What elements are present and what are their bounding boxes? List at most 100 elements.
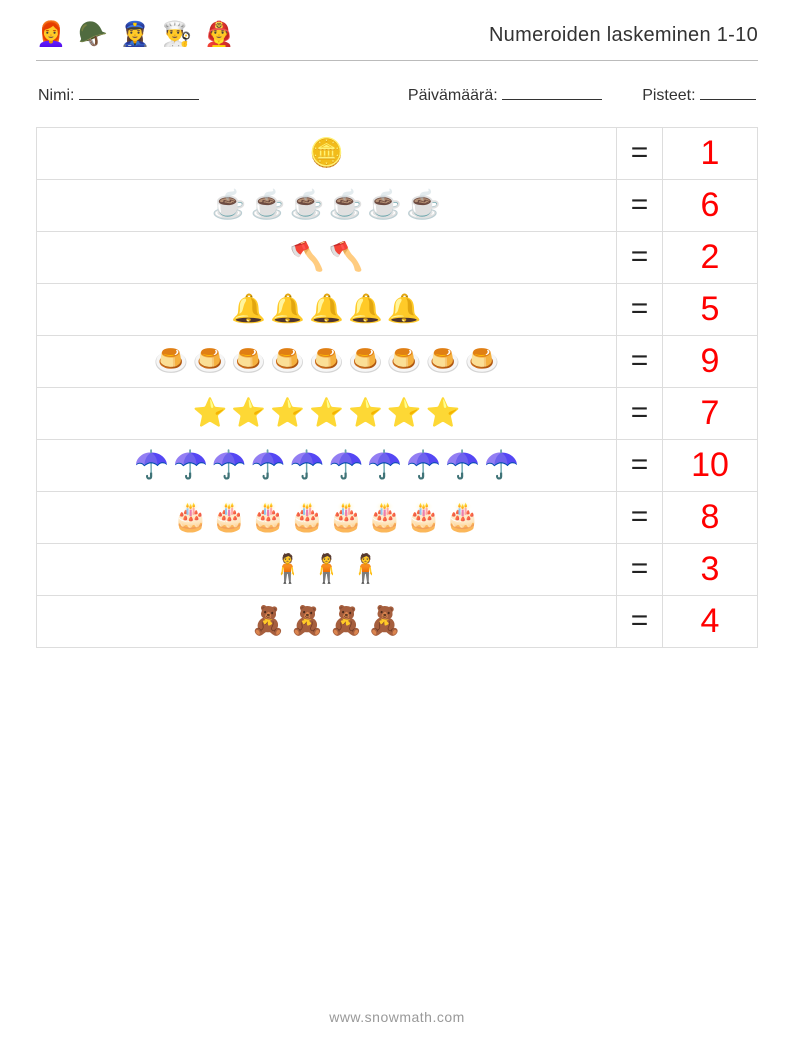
date-blank[interactable] [502, 83, 602, 100]
axe-icon: 🪓 [329, 243, 364, 271]
umbrella-icon: ☂️ [212, 451, 247, 479]
equals-cell: = [617, 595, 663, 647]
table-row: 🎂🎂🎂🎂🎂🎂🎂🎂=8 [37, 491, 758, 543]
scarecrow-icon: 🧍 [309, 555, 344, 583]
soldier-icon: 🪖 [78, 20, 108, 50]
pudding-icon: 🍮 [270, 347, 305, 375]
axe-icon: 🪓 [290, 243, 325, 271]
answer-cell: 7 [663, 387, 758, 439]
bell-icon: 🔔 [309, 295, 344, 323]
answer-cell: 4 [663, 595, 758, 647]
teacup-icon: ☕ [251, 191, 286, 219]
name-field: Nimi: [38, 83, 368, 105]
umbrella-icon: ☂️ [367, 451, 402, 479]
teacup-icon: ☕ [329, 191, 364, 219]
table-row: 🧸🧸🧸🧸=4 [37, 595, 758, 647]
umbrella-icon: ☂️ [406, 451, 441, 479]
answer-cell: 8 [663, 491, 758, 543]
bell-icon: 🔔 [348, 295, 383, 323]
equals-cell: = [617, 335, 663, 387]
table-row: 🪓🪓=2 [37, 231, 758, 283]
equals-cell: = [617, 543, 663, 595]
woman-icon: 👩‍🦰 [36, 20, 66, 50]
pudding-icon: 🍮 [426, 347, 461, 375]
cake-icon: 🎂 [406, 503, 441, 531]
police-icon: 👮‍♀️ [120, 20, 150, 50]
worksheet-title: Numeroiden laskeminen 1-10 [489, 24, 758, 47]
header-icon-row: 👩‍🦰 🪖 👮‍♀️ 👨‍🍳 👨‍🚒 [36, 20, 234, 50]
table-row: 🍮🍮🍮🍮🍮🍮🍮🍮🍮=9 [37, 335, 758, 387]
coins-icon: 🪙 [309, 139, 344, 167]
teacup-icon: ☕ [406, 191, 441, 219]
pudding-icon: 🍮 [192, 347, 227, 375]
name-blank[interactable] [79, 83, 199, 100]
starfish-icon: ⭐ [270, 399, 305, 427]
items-cell: ☕☕☕☕☕☕ [37, 179, 617, 231]
table-row: ☂️☂️☂️☂️☂️☂️☂️☂️☂️☂️=10 [37, 439, 758, 491]
items-cell: 🔔🔔🔔🔔🔔 [37, 283, 617, 335]
pudding-icon: 🍮 [465, 347, 500, 375]
umbrella-icon: ☂️ [251, 451, 286, 479]
teddybear-icon: 🧸 [367, 607, 402, 635]
date-field: Päivämäärä: [408, 83, 602, 105]
items-cell: 🪙 [37, 127, 617, 179]
date-label: Päivämäärä: [408, 87, 498, 104]
items-cell: 🧍🧍🧍 [37, 543, 617, 595]
pudding-icon: 🍮 [309, 347, 344, 375]
cake-icon: 🎂 [367, 503, 402, 531]
answer-cell: 6 [663, 179, 758, 231]
bell-icon: 🔔 [270, 295, 305, 323]
teacup-icon: ☕ [212, 191, 247, 219]
pudding-icon: 🍮 [387, 347, 422, 375]
firefighter-icon: 👨‍🚒 [204, 20, 234, 50]
answer-cell: 10 [663, 439, 758, 491]
cake-icon: 🎂 [329, 503, 364, 531]
scarecrow-icon: 🧍 [270, 555, 305, 583]
scarecrow-icon: 🧍 [348, 555, 383, 583]
bell-icon: 🔔 [231, 295, 266, 323]
teacup-icon: ☕ [367, 191, 402, 219]
pudding-icon: 🍮 [231, 347, 266, 375]
answer-cell: 9 [663, 335, 758, 387]
starfish-icon: ⭐ [387, 399, 422, 427]
equals-cell: = [617, 387, 663, 439]
cake-icon: 🎂 [173, 503, 208, 531]
cake-icon: 🎂 [290, 503, 325, 531]
items-cell: 🎂🎂🎂🎂🎂🎂🎂🎂 [37, 491, 617, 543]
umbrella-icon: ☂️ [134, 451, 169, 479]
starfish-icon: ⭐ [231, 399, 266, 427]
equals-cell: = [617, 127, 663, 179]
cake-icon: 🎂 [251, 503, 286, 531]
equals-cell: = [617, 231, 663, 283]
bell-icon: 🔔 [387, 295, 422, 323]
info-row: Nimi: Päivämäärä: Pisteet: [36, 83, 758, 105]
cake-icon: 🎂 [445, 503, 480, 531]
starfish-icon: ⭐ [348, 399, 383, 427]
answer-cell: 3 [663, 543, 758, 595]
pudding-icon: 🍮 [348, 347, 383, 375]
items-cell: ⭐⭐⭐⭐⭐⭐⭐ [37, 387, 617, 439]
table-row: 🔔🔔🔔🔔🔔=5 [37, 283, 758, 335]
chef-icon: 👨‍🍳 [162, 20, 192, 50]
teddybear-icon: 🧸 [290, 607, 325, 635]
table-row: 🧍🧍🧍=3 [37, 543, 758, 595]
items-cell: ☂️☂️☂️☂️☂️☂️☂️☂️☂️☂️ [37, 439, 617, 491]
equals-cell: = [617, 283, 663, 335]
name-label: Nimi: [38, 87, 74, 104]
items-cell: 🍮🍮🍮🍮🍮🍮🍮🍮🍮 [37, 335, 617, 387]
points-label: Pisteet: [642, 87, 695, 104]
items-cell: 🪓🪓 [37, 231, 617, 283]
teddybear-icon: 🧸 [251, 607, 286, 635]
umbrella-icon: ☂️ [290, 451, 325, 479]
items-cell: 🧸🧸🧸🧸 [37, 595, 617, 647]
umbrella-icon: ☂️ [445, 451, 480, 479]
answer-cell: 2 [663, 231, 758, 283]
equals-cell: = [617, 439, 663, 491]
equals-cell: = [617, 179, 663, 231]
starfish-icon: ⭐ [309, 399, 344, 427]
points-blank[interactable] [700, 83, 756, 100]
points-field: Pisteet: [642, 83, 756, 105]
footer-link: www.snowmath.com [0, 1009, 794, 1025]
teddybear-icon: 🧸 [329, 607, 364, 635]
table-row: ⭐⭐⭐⭐⭐⭐⭐=7 [37, 387, 758, 439]
